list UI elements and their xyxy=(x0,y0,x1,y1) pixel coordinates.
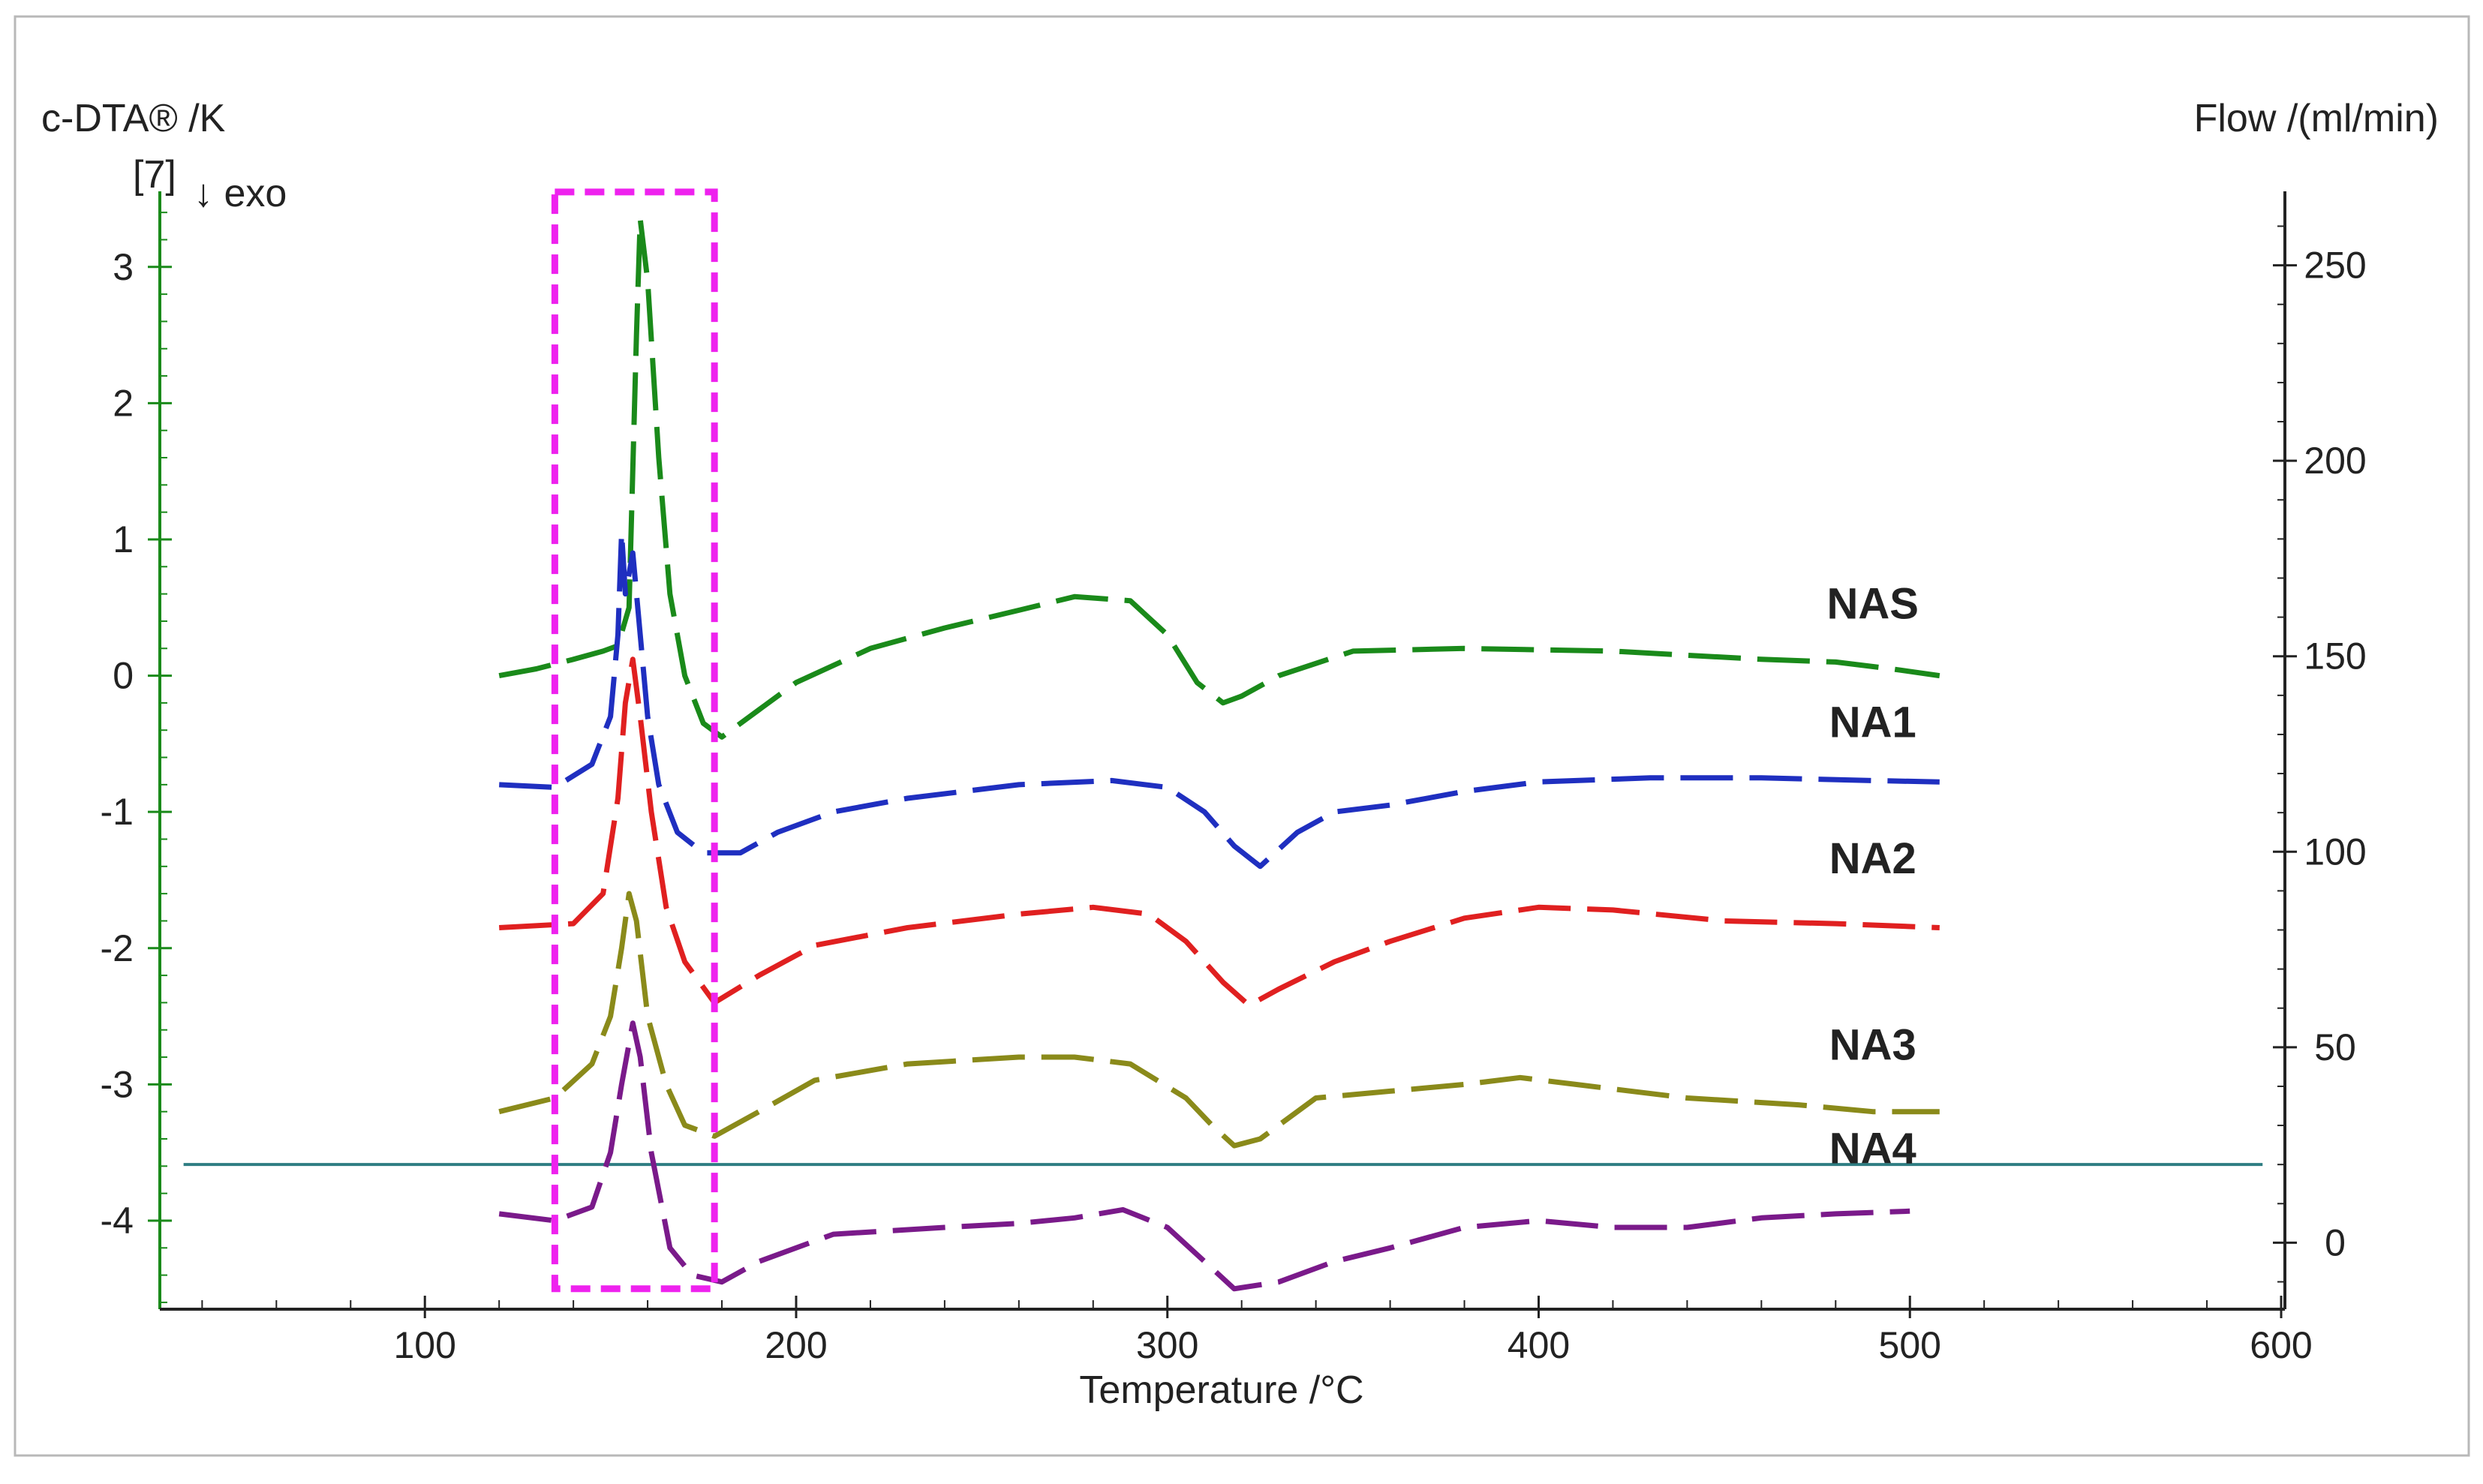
x-tick-label: 300 xyxy=(1136,1324,1198,1366)
x-tick-label: 100 xyxy=(394,1324,456,1366)
series-label-na2: NA2 xyxy=(1829,834,1916,883)
y-tick-label: 2 xyxy=(113,382,134,424)
y2-tick-label: 200 xyxy=(2304,440,2366,482)
y2-tick-label: 150 xyxy=(2304,635,2366,677)
highlight-box xyxy=(551,188,718,1293)
x-tick-label: 200 xyxy=(765,1324,827,1366)
series-label-na4: NA4 xyxy=(1829,1125,1916,1173)
y-tick-label: -1 xyxy=(101,791,134,833)
y2-tick-label: 250 xyxy=(2304,245,2366,287)
y-axis-title: c-DTA® /K xyxy=(41,97,226,140)
series-line-na1 xyxy=(499,530,1940,870)
y-tick-label: 1 xyxy=(113,518,134,560)
y-tick-label: 0 xyxy=(113,655,134,697)
y-tick-label: -3 xyxy=(101,1063,134,1105)
y2-tick-label: 0 xyxy=(2325,1221,2346,1263)
y-tick-label: -4 xyxy=(101,1200,134,1242)
series-line-nas xyxy=(498,216,1940,740)
y2-tick-label: 100 xyxy=(2304,831,2366,873)
series-line-na4 xyxy=(498,1020,1910,1292)
exo-direction-note: ↓ exo xyxy=(194,172,287,215)
y2-tick-label: 50 xyxy=(2314,1026,2356,1068)
figure-frame xyxy=(14,15,2470,1457)
y-axis-note: [7] xyxy=(133,153,176,197)
series-label-na1: NA1 xyxy=(1829,698,1916,747)
x-axis-title: Temperature /°C xyxy=(1079,1368,1363,1412)
x-tick-label: 500 xyxy=(1879,1324,1941,1366)
x-tick-label: 600 xyxy=(2250,1324,2312,1366)
series-label-nas: NAS xyxy=(1827,579,1919,628)
y-tick-label: -2 xyxy=(101,927,134,969)
series-line-na2 xyxy=(499,656,1940,1008)
y-tick-label: 3 xyxy=(113,246,134,288)
series-line-na3 xyxy=(498,891,1940,1149)
x-tick-label: 400 xyxy=(1508,1324,1570,1366)
series-label-na3: NA3 xyxy=(1829,1021,1916,1070)
y2-axis-title: Flow /(ml/min) xyxy=(2194,97,2439,140)
